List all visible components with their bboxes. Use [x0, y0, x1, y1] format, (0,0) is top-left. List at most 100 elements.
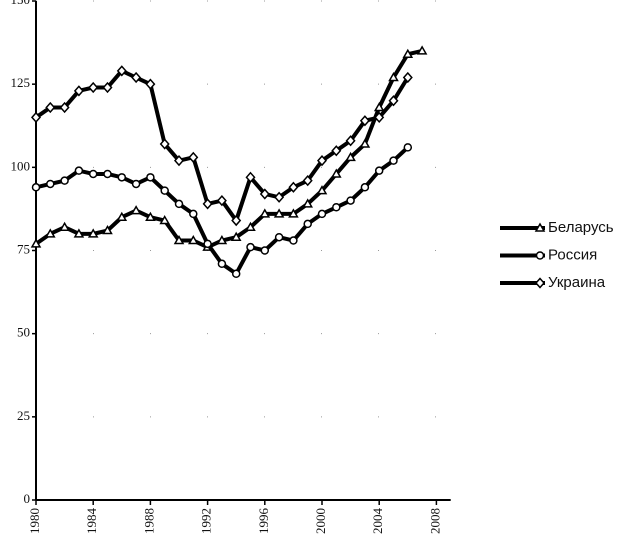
marker	[102, 81, 113, 94]
x-tick-label: 1984	[84, 508, 99, 535]
marker	[289, 236, 298, 245]
marker	[273, 208, 285, 218]
marker	[402, 71, 413, 84]
marker	[374, 111, 385, 124]
marker	[116, 65, 127, 77]
marker	[317, 209, 327, 219]
marker	[303, 219, 312, 229]
marker	[173, 235, 185, 245]
marker	[402, 48, 414, 58]
marker	[245, 221, 256, 231]
marker	[189, 209, 198, 219]
marker	[288, 208, 299, 218]
marker	[88, 169, 98, 179]
marker	[146, 173, 155, 182]
marker	[217, 259, 227, 269]
y-tick-label: 100	[11, 158, 31, 173]
legend-label: Украина	[548, 274, 606, 291]
marker	[259, 208, 271, 218]
marker	[116, 211, 128, 221]
marker	[45, 101, 56, 114]
marker	[260, 246, 270, 255]
x-tick-label: 1996	[256, 508, 271, 535]
x-tick-label: 2000	[313, 508, 328, 534]
marker	[73, 228, 85, 238]
marker	[259, 188, 270, 200]
y-tick-label: 125	[11, 75, 31, 90]
marker	[160, 186, 169, 195]
marker	[59, 221, 70, 231]
marker	[145, 78, 156, 90]
marker	[535, 251, 545, 260]
y-tick-label: 150	[11, 0, 31, 7]
marker	[216, 235, 228, 245]
marker	[374, 166, 384, 175]
marker	[30, 111, 42, 124]
marker	[331, 168, 342, 178]
marker	[359, 115, 370, 127]
marker	[159, 215, 170, 225]
marker	[188, 235, 199, 245]
marker	[103, 169, 112, 179]
x-tick-label: 1992	[199, 508, 214, 534]
marker	[130, 205, 142, 215]
marker	[159, 138, 170, 150]
marker	[274, 232, 284, 242]
marker	[388, 72, 399, 82]
marker	[373, 101, 385, 112]
legend-label: Беларусь	[548, 219, 614, 236]
marker	[346, 196, 355, 205]
marker	[74, 166, 84, 175]
y-tick-label: 50	[17, 325, 30, 340]
marker	[46, 179, 55, 189]
marker	[60, 176, 69, 185]
y-tick-label: 0	[24, 491, 31, 506]
marker	[534, 222, 546, 232]
marker	[302, 198, 313, 208]
marker	[145, 211, 156, 221]
marker	[45, 228, 56, 238]
marker	[173, 155, 185, 167]
marker	[174, 199, 184, 209]
series-line	[34, 48, 423, 250]
marker	[316, 185, 328, 195]
marker	[231, 214, 242, 227]
y-tick-label: 25	[17, 408, 30, 423]
marker	[534, 277, 546, 289]
marker	[360, 183, 370, 192]
marker	[230, 231, 242, 241]
marker	[345, 135, 356, 147]
marker	[388, 95, 399, 107]
marker	[231, 269, 241, 279]
marker	[131, 71, 142, 84]
marker	[302, 175, 313, 187]
marker	[117, 173, 127, 182]
marker	[102, 225, 113, 235]
x-tick-label: 1980	[27, 508, 42, 534]
legend-label: Россия	[548, 246, 597, 263]
marker	[416, 45, 428, 55]
marker	[30, 238, 42, 248]
x-tick-label: 1988	[141, 508, 156, 534]
marker	[288, 181, 299, 193]
x-tick-label: 2004	[370, 508, 385, 535]
marker	[31, 183, 41, 192]
marker	[403, 143, 413, 152]
marker	[389, 156, 398, 165]
marker	[332, 203, 341, 212]
marker	[202, 198, 213, 210]
marker	[359, 138, 371, 148]
marker	[345, 151, 356, 162]
marker	[316, 155, 328, 167]
marker	[73, 85, 84, 97]
marker	[216, 194, 227, 207]
marker	[59, 101, 70, 114]
x-tick-label: 2008	[427, 508, 442, 534]
marker	[331, 145, 342, 157]
marker	[87, 228, 99, 238]
marker	[245, 171, 256, 183]
marker	[88, 81, 99, 94]
series-line	[35, 145, 410, 276]
marker	[274, 191, 285, 203]
